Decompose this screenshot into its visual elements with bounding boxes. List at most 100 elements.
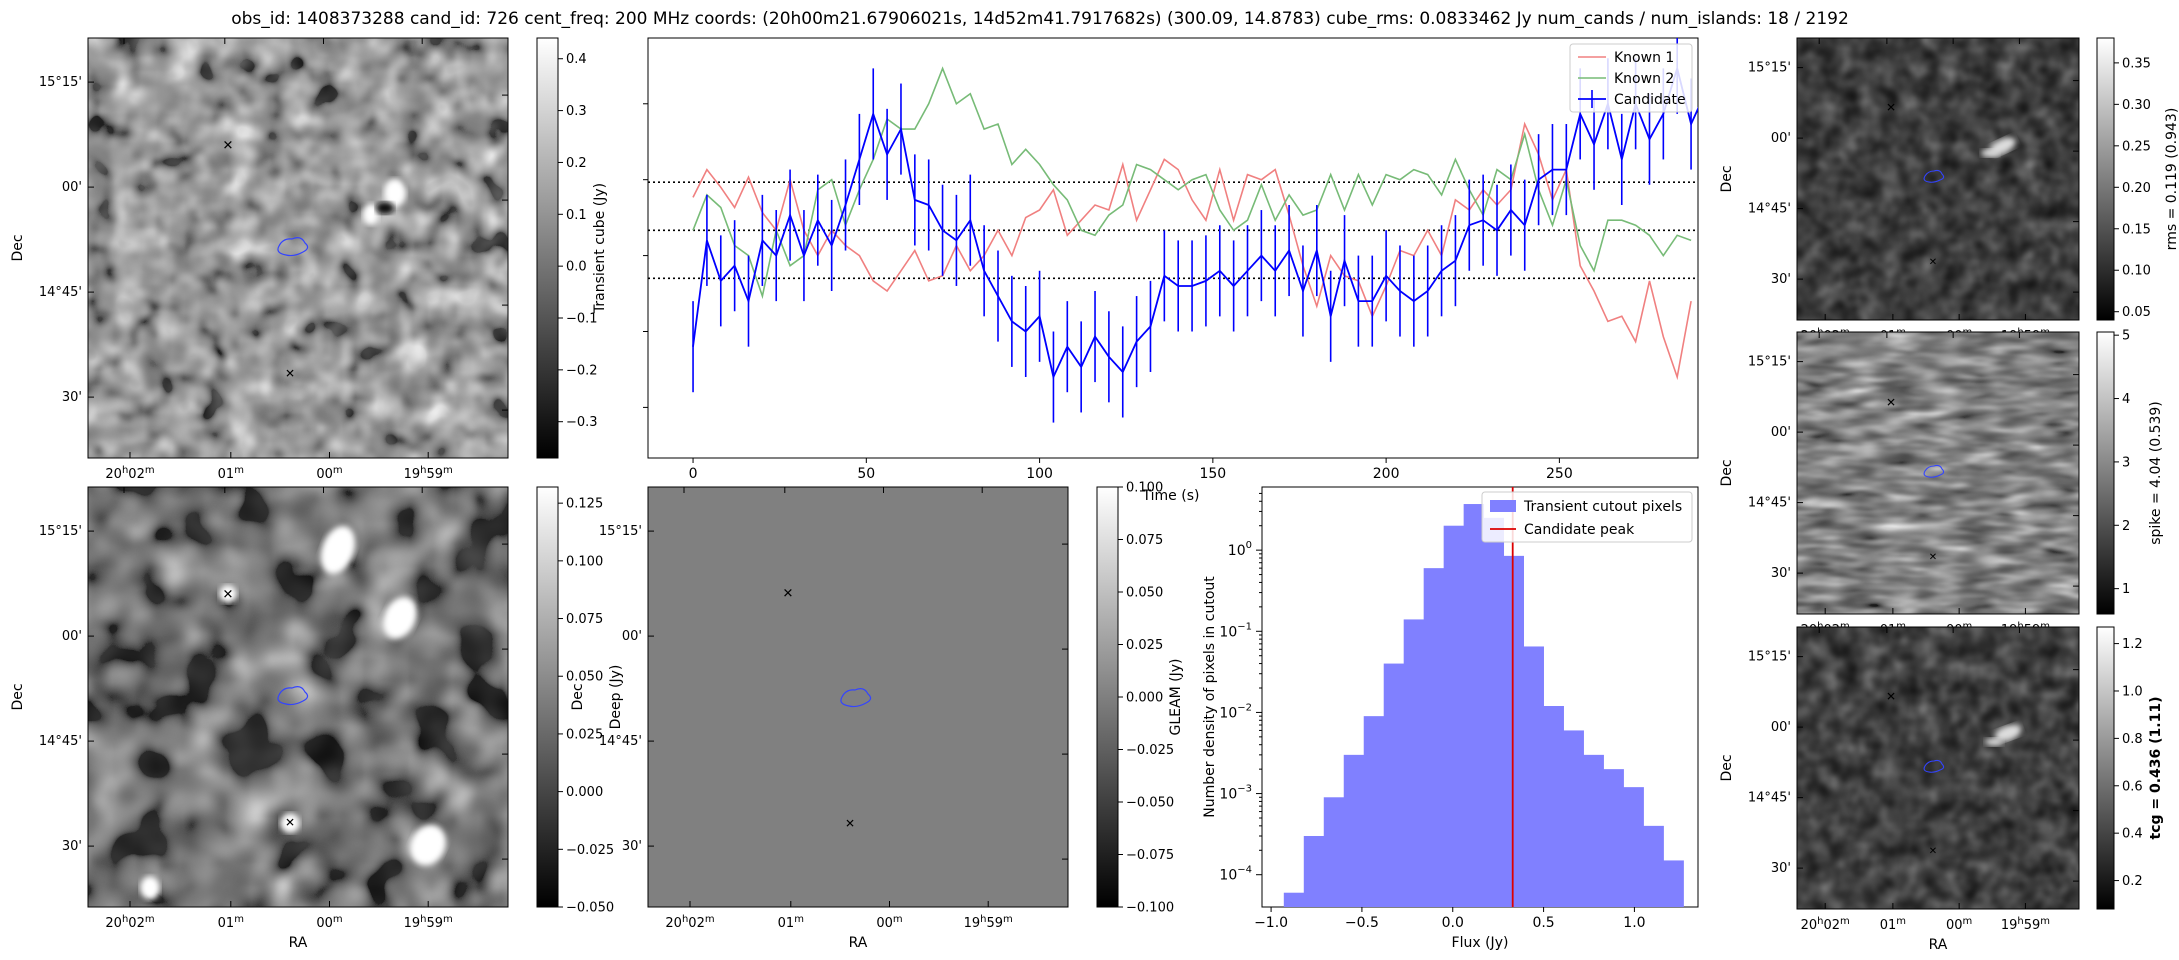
colorbar-tick-label: 0.125 xyxy=(566,497,603,512)
colorbar-tick-label: 0.100 xyxy=(1126,481,1163,496)
dec-tick-label: 14°45' xyxy=(1748,496,1791,511)
histogram-bar xyxy=(1483,517,1505,907)
colorbar-tick-label: 0.25 xyxy=(2122,139,2151,154)
dec-axis-label: Dec xyxy=(570,683,586,710)
histogram-bar xyxy=(1523,646,1544,907)
dec-axis-label: Dec xyxy=(1719,165,1735,192)
histogram-bar xyxy=(1283,892,1305,907)
deep-panel: ✕ ✕ 15°15' 00' 14°45' 30' 20h02m 01m 00m 19h59m… xyxy=(10,486,509,951)
dec-tick-label: 30' xyxy=(62,839,82,854)
colorbar-tick-label: 0.10 xyxy=(2122,264,2151,279)
ra-tick-label: 00m xyxy=(316,465,342,482)
colorbar-tick-label: 0.8 xyxy=(2122,732,2143,747)
spike-colorbar xyxy=(2096,331,2115,615)
histogram-bar xyxy=(1343,754,1365,907)
histogram-bar xyxy=(1583,754,1604,907)
x-tick-label: 0 xyxy=(689,466,698,482)
colorbar-tick-label: 0.2 xyxy=(566,156,587,171)
ra-tick-label: 00m xyxy=(1946,916,1972,933)
legend-transient-pixels: Transient cutout pixels xyxy=(1523,499,1682,515)
known-1-marker: ✕ xyxy=(223,588,234,603)
dec-tick-label: 30' xyxy=(1771,566,1791,581)
colorbar-tick-label: −0.050 xyxy=(566,901,614,916)
ra-tick-label: 19h59m xyxy=(964,914,1013,931)
known-2-marker: ✕ xyxy=(285,816,295,830)
candidate-contour xyxy=(277,686,309,706)
histogram-bar xyxy=(1323,797,1345,907)
dec-tick-label: 00' xyxy=(62,629,82,644)
histogram-bar xyxy=(1303,835,1325,907)
spike-panel: ✕ ✕ 15°15'00'14°45'30'20h02m01m00m19h59m… xyxy=(1719,331,2080,658)
dec-tick-label: 15°15' xyxy=(1748,61,1791,76)
known-2-marker: ✕ xyxy=(1929,257,1937,268)
colorbar-tick-label: 0.2 xyxy=(2122,874,2143,889)
rms-panel: ✕ ✕ 15°15'00'14°45'30'20h02m01m00m19h59m… xyxy=(1719,37,2080,364)
known-2-marker: ✕ xyxy=(285,367,295,381)
legend-candidate: Candidate xyxy=(1614,92,1686,108)
known-1-marker: ✕ xyxy=(1886,690,1896,704)
known-2-marker: ✕ xyxy=(1929,552,1937,563)
colorbar-tick-label: −0.050 xyxy=(1126,796,1174,811)
histogram-bar xyxy=(1563,730,1584,907)
dec-tick-label: 14°45' xyxy=(599,734,642,749)
colorbar-tick-label: 1.2 xyxy=(2122,637,2143,652)
deep-colorbar-label: Deep (Jy) xyxy=(608,665,624,730)
colorbar-tick-label: 0.3 xyxy=(566,104,587,119)
dec-tick-label: 14°45' xyxy=(1748,791,1791,806)
x-tick-label: 0.0 xyxy=(1442,915,1464,931)
colorbar-tick-label: 0.4 xyxy=(566,52,587,67)
figure-title: obs_id: 1408373288 cand_id: 726 cent_fre… xyxy=(231,9,1849,29)
y-tick-label: 10−1 xyxy=(1219,621,1252,640)
known-1-marker: ✕ xyxy=(1886,396,1896,410)
x-tick-label: 100 xyxy=(1026,466,1053,482)
dec-axis-label: Dec xyxy=(10,683,26,710)
ra-axis-label: RA xyxy=(289,935,308,951)
histogram-ylabel: Number density of pixels in cutout xyxy=(1202,576,1218,818)
histogram-bar xyxy=(1543,706,1564,907)
dec-axis-label: Dec xyxy=(1719,754,1735,781)
legend-candidate-peak: Candidate peak xyxy=(1524,522,1635,538)
gleam-panel: ✕ ✕ 15°15' 00' 14°45' 30' 20h02m 01m 00m 19h59m… xyxy=(570,486,1069,951)
lightcurve-legend: Known 1 Known 2 Candidate xyxy=(1569,43,1693,113)
dec-tick-label: 00' xyxy=(1771,131,1791,146)
ra-tick-label: 20h02m xyxy=(105,465,154,482)
dec-tick-label: 30' xyxy=(622,839,642,854)
colorbars: 0.4 0.3 0.2 0.1 0.0 −0.1 −0.2 −0.3 Transient cub… xyxy=(536,37,2179,916)
dec-tick-label: 00' xyxy=(1771,720,1791,735)
dec-axis-label: Dec xyxy=(1719,459,1735,486)
gleam-colorbar-label: GLEAM (Jy) xyxy=(1168,659,1184,736)
colorbar-tick-label: 0.025 xyxy=(566,727,603,742)
known-1-marker: ✕ xyxy=(1886,101,1896,115)
colorbar-tick-label: 0.6 xyxy=(2122,779,2143,794)
histogram-bar xyxy=(1643,825,1664,907)
colorbar-tick-label: 0.15 xyxy=(2122,222,2151,237)
colorbar-tick-label: −0.3 xyxy=(566,415,598,430)
tcg-colorbar xyxy=(2096,626,2115,910)
x-tick-label: 0.5 xyxy=(1532,915,1554,931)
dec-tick-label: 00' xyxy=(1771,425,1791,440)
dec-tick-label: 15°15' xyxy=(39,75,82,90)
histogram-panel: −1.0 −0.5 0.0 0.5 1.0 100 10−1 10−2 10−3 10−4 Flu… xyxy=(1202,486,1699,951)
dec-tick-label: 15°15' xyxy=(599,524,642,539)
histogram-bar xyxy=(1423,568,1445,907)
dec-tick-label: 14°45' xyxy=(39,734,82,749)
dec-tick-label: 30' xyxy=(62,390,82,405)
lightcurve-xlabel: Time (s) xyxy=(1142,488,1200,504)
ra-tick-label: 20h02m xyxy=(665,914,714,931)
transient-cube-panel: ✕ ✕ 15°15' 00' 14°45' 30' 20h02m 01m 00m 19h59m… xyxy=(10,37,509,502)
colorbar-tick-label: −0.100 xyxy=(1126,901,1174,916)
dec-tick-label: 15°15' xyxy=(1748,355,1791,370)
histogram-bar xyxy=(1383,663,1405,907)
histogram-xlabel: Flux (Jy) xyxy=(1452,935,1509,951)
colorbar-tick-label: −0.075 xyxy=(1126,848,1174,863)
y-tick-label: 10−4 xyxy=(1219,865,1252,884)
colorbar-tick-label: 0.20 xyxy=(2122,181,2151,196)
colorbar-tick-label: 0.075 xyxy=(1126,533,1163,548)
ra-tick-label: 00m xyxy=(316,914,342,931)
colorbar-tick-label: 0.050 xyxy=(566,670,603,685)
colorbar-tick-label: 1.0 xyxy=(2122,684,2143,699)
dec-axis-label: Dec xyxy=(10,234,26,261)
candidate-contour xyxy=(277,237,309,257)
transient-colorbar-label: Transient cube (Jy) xyxy=(592,183,608,314)
colorbar-tick-label: 0.050 xyxy=(1126,586,1163,601)
